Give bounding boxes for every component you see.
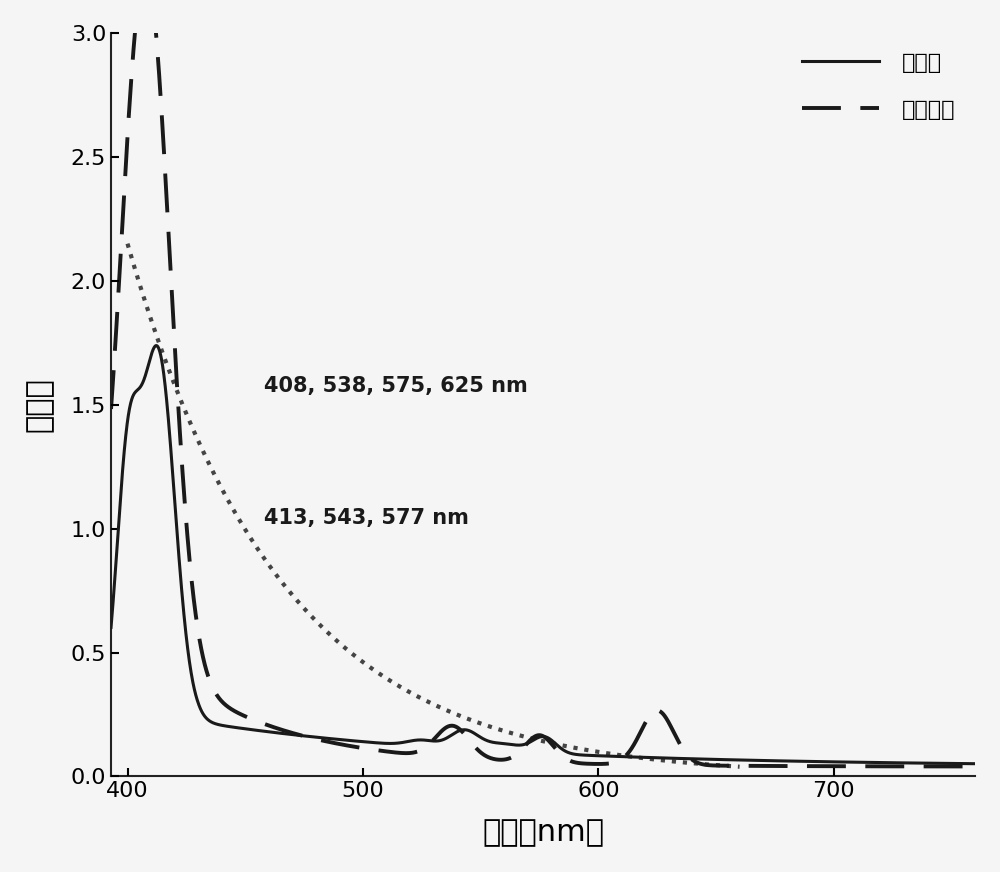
癌病例 [204, 716, 216, 726]
非癌病例 [474, 746, 486, 757]
非癌病例 [952, 761, 964, 772]
癌病例 [150, 340, 162, 351]
Legend: 癌病例, 非癌病例: 癌病例, 非癌病例 [793, 44, 964, 128]
Text: 408, 538, 575, 625 nm: 408, 538, 575, 625 nm [264, 377, 528, 397]
Line: 非癌病例: 非癌病例 [111, 0, 975, 766]
非癌病例 [969, 761, 981, 772]
癌病例 [859, 757, 871, 767]
非癌病例 [204, 676, 216, 686]
癌病例 [474, 732, 486, 742]
X-axis label: 波長（nm）: 波長（nm） [482, 818, 604, 847]
癌病例 [952, 759, 964, 769]
癌病例 [969, 759, 981, 769]
Text: 413, 543, 577 nm: 413, 543, 577 nm [264, 508, 469, 528]
非癌病例 [255, 718, 267, 728]
癌病例 [437, 734, 449, 745]
非癌病例 [859, 761, 871, 772]
Y-axis label: 吸亮度: 吸亮度 [25, 378, 54, 433]
Line: 癌病例: 癌病例 [111, 345, 975, 764]
非癌病例 [437, 725, 449, 735]
癌病例 [105, 622, 117, 632]
癌病例 [255, 726, 267, 736]
非癌病例 [105, 404, 117, 414]
